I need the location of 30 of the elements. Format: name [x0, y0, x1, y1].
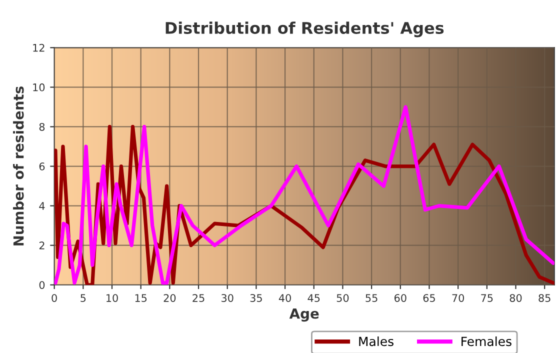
x-tick-label: 45	[308, 294, 320, 302]
y-tick-label: 4	[39, 202, 45, 210]
x-tick-label: 20	[164, 294, 176, 302]
x-tick-label: 5	[80, 294, 86, 302]
legend-label: Females	[462, 336, 512, 346]
x-tick-label: 40	[278, 294, 291, 302]
x-tick-label: 85	[538, 294, 550, 302]
x-tick-label: 75	[481, 294, 493, 302]
y-tick-label: 2	[39, 242, 44, 250]
x-tick-label: 30	[222, 294, 234, 302]
x-tick-label: 15	[135, 294, 147, 302]
x-tick-label: 25	[192, 294, 204, 302]
x-tick-label: 50	[336, 294, 349, 302]
x-tick-label: 35	[250, 294, 262, 302]
y-tick-label: 0	[39, 281, 45, 289]
x-tick-label: 70	[452, 294, 464, 302]
x-axis-title: Age	[289, 308, 319, 322]
x-tick-label: 60	[394, 294, 406, 302]
x-tick-label: 80	[510, 294, 522, 302]
chart-title: Distribution of Residents' Ages	[166, 22, 444, 38]
y-tick-label: 6	[39, 162, 45, 170]
x-tick-label: 65	[423, 294, 435, 302]
x-tick-label: 55	[366, 294, 378, 302]
y-tick-label: 10	[33, 83, 45, 92]
legend-label: Males	[359, 336, 394, 346]
y-tick-label: 12	[33, 44, 44, 52]
y-tick-label: 8	[39, 122, 45, 131]
x-tick-label: 0	[52, 294, 57, 302]
x-tick-label: 10	[106, 294, 118, 302]
y-axis-title: Number of residents	[13, 86, 24, 246]
